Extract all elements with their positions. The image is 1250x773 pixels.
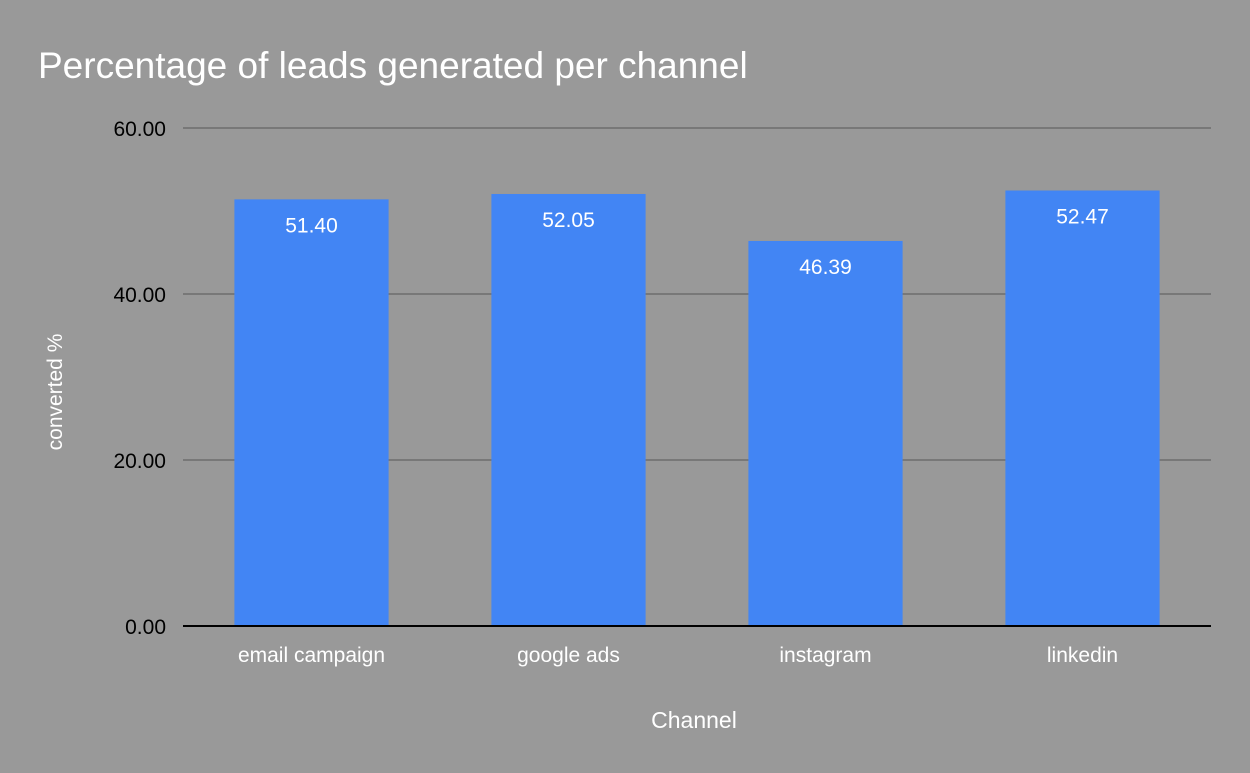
chart-title: Percentage of leads generated per channe… bbox=[38, 45, 748, 86]
bar bbox=[491, 193, 646, 627]
data-label: 52.47 bbox=[1056, 205, 1109, 228]
y-tick-label: 40.00 bbox=[113, 284, 166, 307]
data-label: 51.40 bbox=[285, 214, 338, 237]
data-label: 46.39 bbox=[799, 256, 852, 279]
x-tick-label: linkedin bbox=[1047, 644, 1118, 667]
y-tick-label: 60.00 bbox=[113, 118, 166, 141]
axis-layer: 0.00 20.00 40.00 60.00 email campaign google … bbox=[113, 118, 1211, 667]
y-tick-label: 0.00 bbox=[125, 616, 166, 639]
y-axis-title: converted % bbox=[44, 334, 67, 451]
x-tick-label: email campaign bbox=[238, 644, 385, 667]
bar bbox=[1005, 190, 1160, 626]
data-label: 52.05 bbox=[542, 209, 595, 232]
x-tick-label: google ads bbox=[517, 644, 620, 667]
bars-layer: 51.40 52.05 46.39 52.47 bbox=[234, 190, 1160, 627]
x-tick-label: instagram bbox=[779, 644, 871, 667]
x-axis-title: Channel bbox=[651, 707, 737, 733]
bar bbox=[234, 199, 389, 626]
y-tick-label: 20.00 bbox=[113, 450, 166, 473]
bar bbox=[748, 240, 903, 626]
